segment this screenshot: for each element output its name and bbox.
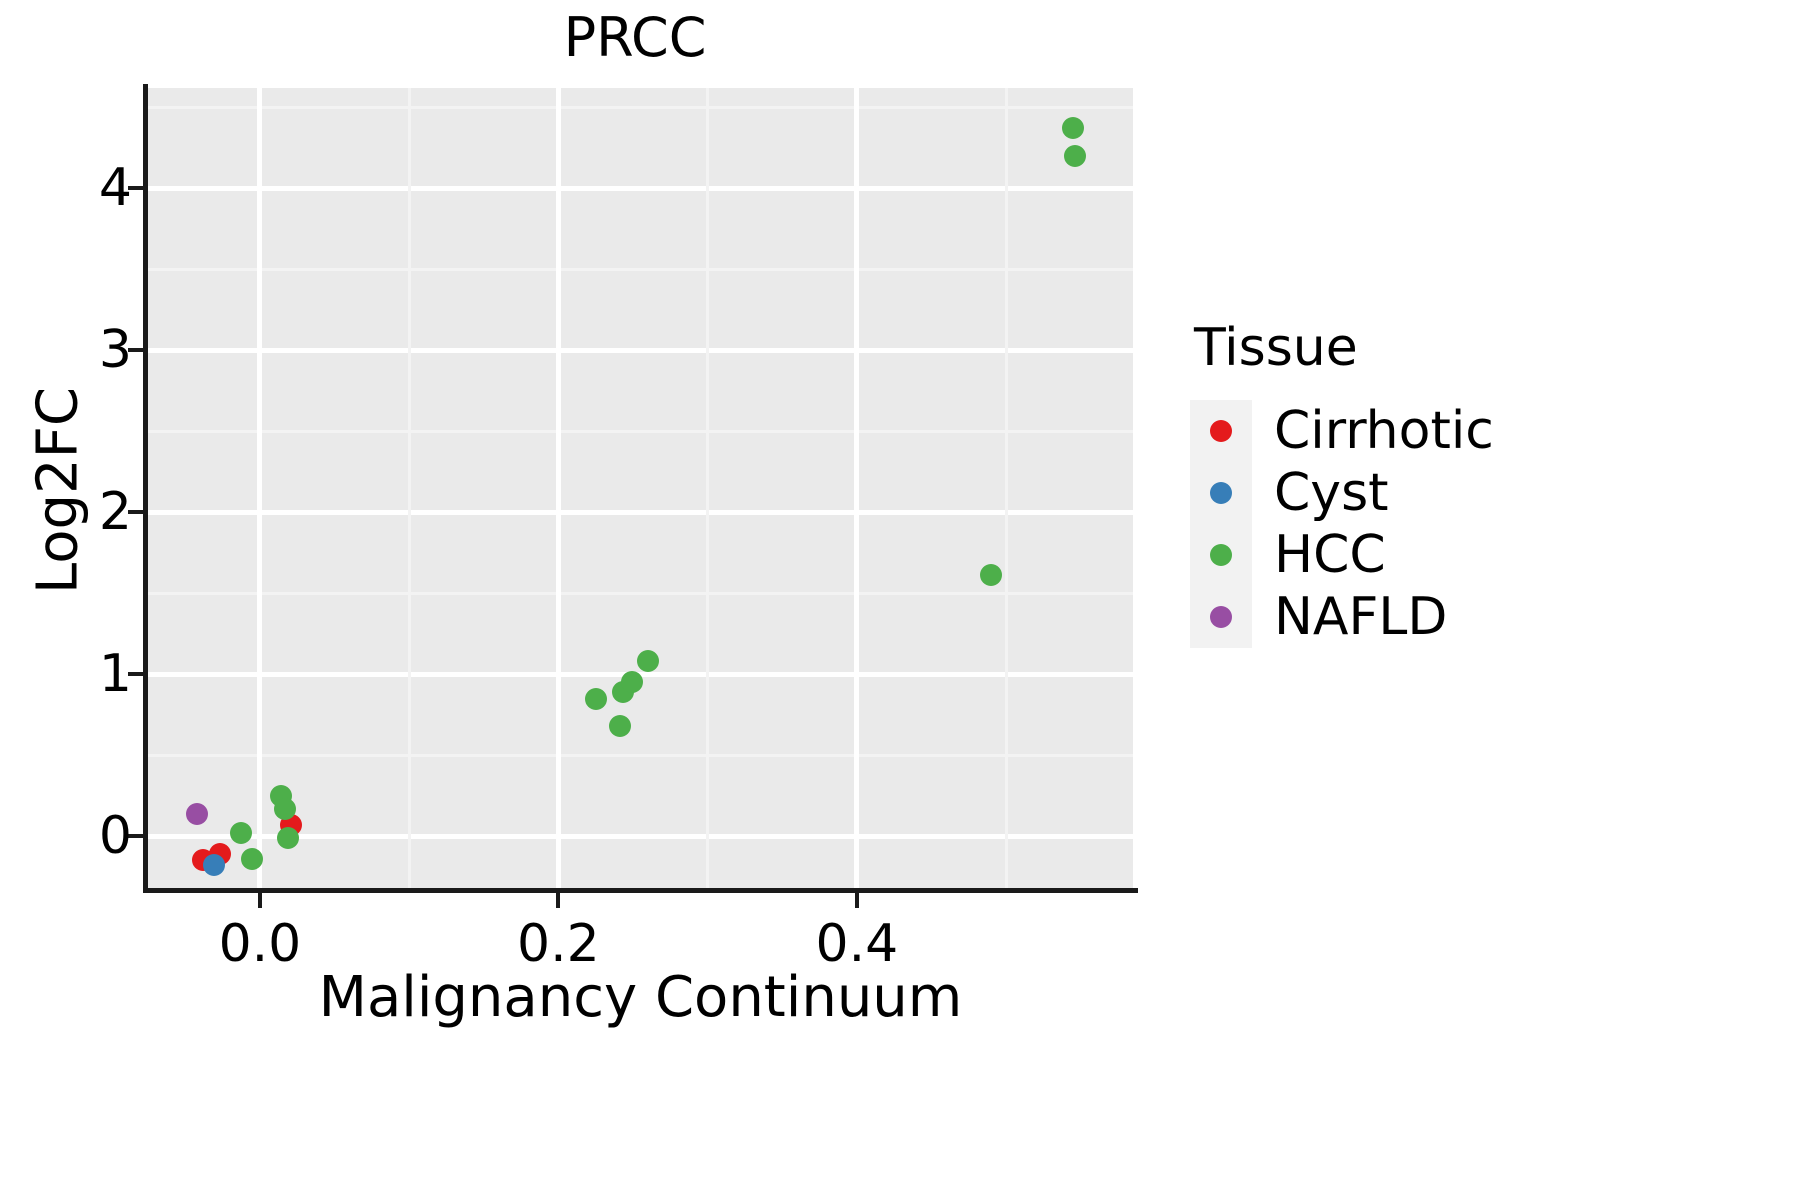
legend-dot-icon [1210, 606, 1232, 628]
chart-title: PRCC [563, 6, 707, 69]
legend-item-label: HCC [1274, 525, 1386, 585]
gridline-major-horizontal [148, 509, 1133, 515]
y-tick-label: 4 [98, 158, 132, 219]
y-tick-label: 2 [98, 482, 132, 543]
y-tick-label: 3 [98, 320, 132, 381]
y-tick-mark [128, 348, 144, 353]
data-point-nafld [186, 802, 209, 825]
data-point-cyst [202, 854, 225, 877]
legend-dot-icon [1210, 544, 1232, 566]
legend-dot-icon [1210, 420, 1232, 442]
gridline-minor-horizontal [148, 753, 1133, 757]
data-point-hcc [620, 671, 643, 694]
gridline-minor-horizontal [148, 591, 1133, 595]
x-tick-label: 0.4 [815, 914, 899, 974]
gridline-major-vertical [257, 88, 263, 888]
x-tick-mark [854, 892, 859, 908]
data-point-hcc [1063, 145, 1086, 168]
legend: Tissue Cirrhotic Cyst HCC NAFLD [1190, 318, 1494, 648]
legend-title: Tissue [1194, 318, 1358, 378]
legend-item-hcc[interactable]: HCC [1190, 524, 1494, 586]
gridline-minor-horizontal [148, 105, 1133, 109]
legend-item-label: Cyst [1274, 463, 1389, 523]
gridline-minor-vertical [706, 88, 710, 888]
x-axis-line [143, 888, 1138, 893]
data-point-hcc [277, 826, 300, 849]
x-tick-mark [257, 892, 262, 908]
y-tick-mark [128, 510, 144, 515]
legend-key-swatch [1190, 586, 1252, 648]
legend-key-swatch [1190, 400, 1252, 462]
gridline-minor-vertical [407, 88, 411, 888]
gridline-major-horizontal [148, 833, 1133, 839]
x-tick-mark [556, 892, 561, 908]
data-point-hcc [241, 847, 264, 870]
legend-item-label: NAFLD [1274, 587, 1448, 647]
data-point-hcc [636, 650, 659, 673]
legend-item-cirrhotic[interactable]: Cirrhotic [1190, 400, 1494, 462]
gridline-minor-vertical [1004, 88, 1008, 888]
legend-item-label: Cirrhotic [1274, 401, 1494, 461]
data-point-hcc [229, 821, 252, 844]
legend-key-swatch [1190, 524, 1252, 586]
data-point-hcc [1062, 117, 1085, 140]
gridline-major-horizontal [148, 185, 1133, 191]
y-tick-label: 1 [98, 644, 132, 705]
gridline-minor-horizontal [148, 429, 1133, 433]
data-point-hcc [584, 687, 607, 710]
legend-key-swatch [1190, 462, 1252, 524]
y-tick-mark [128, 186, 144, 191]
y-tick-mark [128, 672, 144, 677]
gridline-minor-horizontal [148, 267, 1133, 271]
x-tick-label: 0.2 [517, 914, 600, 974]
y-tick-label: 0 [98, 806, 132, 867]
legend-dot-icon [1210, 482, 1232, 504]
x-axis-title: Malignancy Continuum [318, 965, 963, 1030]
x-tick-label: 0.0 [218, 914, 302, 974]
y-axis-line [143, 84, 148, 892]
gridline-major-vertical [854, 88, 860, 888]
data-point-hcc [274, 797, 297, 820]
data-point-hcc [608, 715, 631, 738]
gridline-major-horizontal [148, 347, 1133, 353]
gridline-major-vertical [555, 88, 561, 888]
y-axis-title: Log2FC [25, 387, 91, 594]
data-point-hcc [980, 564, 1003, 587]
y-tick-mark [128, 834, 144, 839]
legend-items: Cirrhotic Cyst HCC NAFLD [1190, 400, 1494, 648]
plot-panel [148, 88, 1133, 888]
legend-item-nafld[interactable]: NAFLD [1190, 586, 1494, 648]
legend-item-cyst[interactable]: Cyst [1190, 462, 1494, 524]
